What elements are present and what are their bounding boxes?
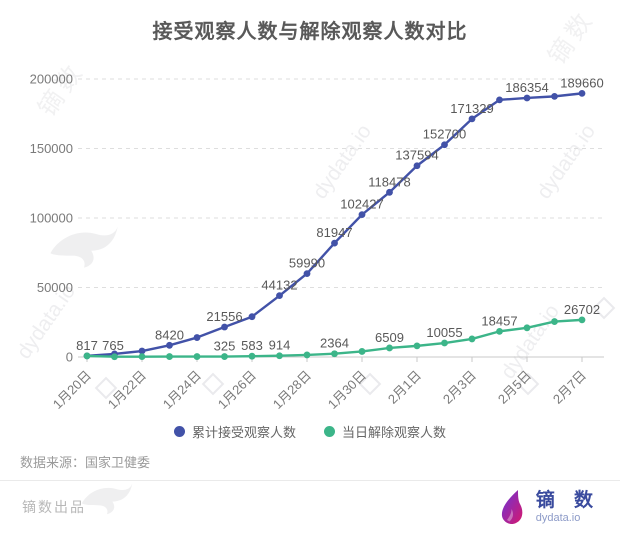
data-point: [248, 352, 256, 360]
data-point: [523, 324, 531, 332]
data-point: [468, 115, 476, 123]
data-label: 10055: [426, 325, 462, 340]
data-label: 171329: [450, 101, 493, 116]
data-label: 186354: [505, 80, 548, 95]
data-point: [166, 341, 173, 349]
data-label: 2364: [320, 336, 349, 351]
chart-legend: 累计接受观察人数 当日解除观察人数: [0, 422, 620, 440]
y-tick-label: 100000: [30, 211, 73, 226]
y-tick-label: 150000: [30, 141, 73, 156]
data-label: 118478: [368, 174, 410, 189]
data-point: [166, 353, 173, 360]
legend-dot-green-icon: [324, 425, 335, 437]
data-point: [193, 353, 201, 360]
data-label: 152700: [423, 127, 466, 142]
data-point: [441, 339, 448, 347]
data-label: 914: [269, 338, 291, 353]
data-point: [413, 342, 421, 350]
legend-label-daily-released: 当日解除观察人数: [342, 424, 447, 440]
x-tick-label: 2月5日: [495, 368, 534, 407]
data-point: [83, 352, 91, 360]
data-label: 102427: [340, 197, 383, 212]
data-label: 21556: [206, 309, 242, 324]
y-tick-label: 0: [66, 350, 73, 365]
data-label: 765: [102, 338, 124, 353]
data-label: 137594: [395, 148, 438, 163]
x-tick-label: 1月20日: [50, 368, 94, 412]
data-label: 81947: [316, 225, 352, 240]
data-point: [496, 327, 503, 335]
data-label: 44132: [261, 278, 297, 293]
data-point: [551, 318, 558, 325]
data-point: [358, 211, 366, 219]
footer: 镝数出品 镝 数 dydata.io: [0, 481, 620, 525]
data-label: 8420: [155, 327, 184, 342]
x-tick-label: 1月30日: [325, 368, 369, 412]
producer-credit: 镝数出品: [22, 499, 86, 515]
data-point: [386, 188, 393, 196]
data-point: [303, 270, 311, 278]
data-point: [386, 344, 393, 352]
data-label: 18457: [481, 313, 517, 328]
data-point: [523, 94, 531, 102]
brand-logo[interactable]: 镝 数 dydata.io: [498, 489, 600, 525]
data-point: [193, 334, 201, 341]
divider: [0, 480, 620, 481]
x-tick-label: 1月22日: [105, 368, 149, 412]
brand-domain: dydata.io: [535, 511, 581, 524]
x-tick-label: 1月24日: [160, 368, 204, 412]
legend-item-cumulative-observed[interactable]: 累计接受观察人数: [173, 422, 296, 441]
data-point: [358, 348, 366, 355]
y-tick-label: 200000: [30, 72, 73, 87]
x-tick-label: 2月1日: [385, 368, 424, 407]
data-point: [413, 162, 421, 170]
brand-name: 镝 数: [535, 489, 600, 511]
x-tick-label: 1月26日: [215, 368, 259, 412]
x-tick-label: 2月7日: [550, 368, 589, 407]
y-tick-label: 50000: [37, 280, 73, 295]
data-point: [111, 353, 118, 361]
chart-title: 接受观察人数与解除观察人数对比: [152, 21, 468, 43]
flame-logo-icon: [501, 490, 523, 525]
data-label: 583: [241, 338, 263, 353]
x-tick-label: 1月28日: [270, 368, 314, 412]
legend-dot-blue-icon: [173, 425, 185, 437]
data-point: [276, 352, 283, 360]
data-source-note: 数据来源：国家卫健委: [20, 455, 151, 470]
data-point: [331, 239, 338, 247]
data-point: [138, 347, 146, 355]
data-label: 817: [76, 338, 98, 353]
data-point: [578, 89, 586, 97]
data-point: [468, 335, 476, 343]
data-label: 6509: [375, 330, 404, 345]
data-point: [276, 292, 283, 300]
data-label: 325: [214, 339, 236, 354]
data-point: [578, 316, 586, 324]
data-point: [441, 141, 448, 149]
x-tick-label: 2月3日: [440, 368, 479, 407]
data-point: [551, 92, 558, 100]
data-point: [331, 350, 338, 358]
data-point: [138, 353, 146, 361]
data-label: 59990: [289, 256, 325, 271]
legend-label-cumulative-observed: 累计接受观察人数: [191, 424, 296, 440]
data-point: [248, 313, 256, 321]
legend-item-daily-released[interactable]: 当日解除观察人数: [324, 422, 446, 441]
data-point: [221, 353, 228, 360]
data-point: [221, 323, 228, 331]
data-point: [303, 351, 311, 359]
data-label: 189660: [560, 75, 603, 90]
data-label: 26702: [564, 302, 600, 317]
data-point: [496, 96, 503, 104]
